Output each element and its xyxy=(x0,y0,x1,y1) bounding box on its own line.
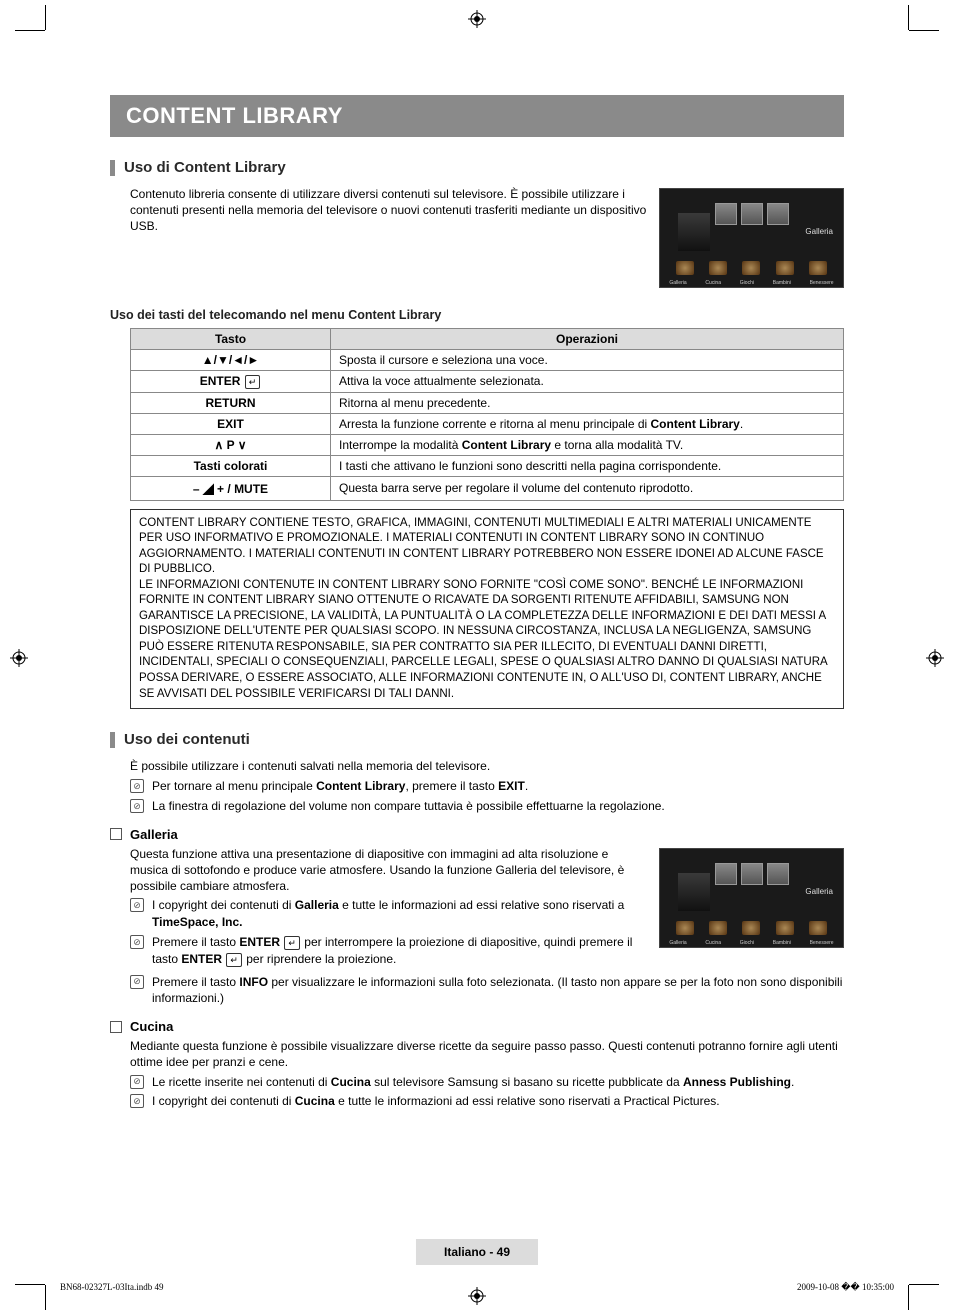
registration-mark-icon xyxy=(10,649,28,667)
thumb-cap: Bambini xyxy=(773,280,791,286)
print-date: 2009-10-08 �� 10:35:00 xyxy=(797,1282,894,1293)
galleria-text: Questa funzione attiva una presentazione… xyxy=(130,846,649,895)
registration-mark-icon xyxy=(468,10,486,28)
disclaimer-box: CONTENT LIBRARY CONTIENE TESTO, GRAFICA,… xyxy=(130,509,844,709)
note-volume: ⊘ La finestra di regolazione del volume … xyxy=(130,798,844,815)
note-icon: ⊘ xyxy=(130,779,144,793)
galleria-note-3: ⊘ Premere il tasto INFO per visualizzare… xyxy=(130,974,844,1008)
op-cell: Interrompe la modalità Content Library e… xyxy=(331,434,844,455)
op-cell: Sposta il cursore e seleziona una voce. xyxy=(331,350,844,371)
section2-intro: È possibile utilizzare i contenuti salva… xyxy=(130,758,844,774)
key-cell: – ◢ + / MUTE xyxy=(131,476,331,500)
thumb-cap: Cucina xyxy=(705,280,721,286)
thumb-label: Galleria xyxy=(805,887,833,896)
thumb-cap: Cucina xyxy=(705,940,721,946)
galleria-note-1: ⊘ I copyright dei contenuti di Galleria … xyxy=(130,897,649,931)
key-cell: ENTER ↵ xyxy=(131,371,331,393)
subsection-cucina: Cucina xyxy=(110,1019,844,1034)
op-cell: Questa barra serve per regolare il volum… xyxy=(331,476,844,500)
cucina-note-1: ⊘ Le ricette inserite nei contenuti di C… xyxy=(130,1074,844,1091)
subsection-galleria: Galleria xyxy=(110,827,844,842)
thumb-cap: Benessere xyxy=(810,940,834,946)
key-cell: EXIT xyxy=(131,413,331,434)
th-operazioni: Operazioni xyxy=(331,329,844,350)
note-icon: ⊘ xyxy=(130,1094,144,1108)
cucina-text: Mediante questa funzione è possibile vis… xyxy=(130,1038,844,1070)
thumb-cap: Galleria xyxy=(669,280,686,286)
screenshot-thumbnail-1: Galleria Galleria Cucina Giochi Bambini … xyxy=(659,188,844,288)
key-cell: ▲/▼/◄/► xyxy=(131,350,331,371)
thumb-label: Galleria xyxy=(805,227,833,236)
thumb-cap: Giochi xyxy=(740,280,754,286)
op-cell: Arresta la funzione corrente e ritorna a… xyxy=(331,413,844,434)
op-cell: I tasti che attivano le funzioni sono de… xyxy=(331,455,844,476)
op-cell: Attiva la voce attualmente selezionata. xyxy=(331,371,844,393)
note-icon: ⊘ xyxy=(130,1075,144,1089)
section-uso-content-library: Uso di Content Library xyxy=(110,159,844,176)
intro-text: Contenuto libreria consente di utilizzar… xyxy=(130,186,649,235)
key-cell: ∧ P ∨ xyxy=(131,434,331,455)
registration-mark-icon xyxy=(926,649,944,667)
thumb-cap: Bambini xyxy=(773,940,791,946)
note-icon: ⊘ xyxy=(130,799,144,813)
th-tasto: Tasto xyxy=(131,329,331,350)
main-banner: CONTENT LIBRARY xyxy=(110,95,844,137)
cucina-note-2: ⊘ I copyright dei contenuti di Cucina e … xyxy=(130,1093,844,1110)
note-icon: ⊘ xyxy=(130,935,144,949)
thumb-cap: Benessere xyxy=(810,280,834,286)
galleria-note-2: ⊘ Premere il tasto ENTER ↵ per interromp… xyxy=(130,934,649,968)
key-cell: RETURN xyxy=(131,392,331,413)
op-cell: Ritorna al menu precedente. xyxy=(331,392,844,413)
keys-table: Tasto Operazioni ▲/▼/◄/►Sposta il cursor… xyxy=(130,328,844,501)
square-bullet-icon xyxy=(110,1021,122,1033)
thumb-cap: Giochi xyxy=(740,940,754,946)
note-icon: ⊘ xyxy=(130,898,144,912)
square-bullet-icon xyxy=(110,828,122,840)
print-info-line: BN68-02327L-03Ita.indb 49 2009-10-08 �� … xyxy=(60,1282,894,1293)
keys-heading: Uso dei tasti del telecomando nel menu C… xyxy=(110,308,844,322)
note-exit: ⊘ Per tornare al menu principale Content… xyxy=(130,778,844,795)
note-icon: ⊘ xyxy=(130,975,144,989)
print-file: BN68-02327L-03Ita.indb 49 xyxy=(60,1282,164,1293)
key-cell: Tasti colorati xyxy=(131,455,331,476)
screenshot-thumbnail-2: Galleria Galleria Cucina Giochi Bambini … xyxy=(659,848,844,948)
page-footer: Italiano - 49 xyxy=(416,1239,538,1265)
section-uso-contenuti: Uso dei contenuti xyxy=(110,731,844,748)
thumb-cap: Galleria xyxy=(669,940,686,946)
